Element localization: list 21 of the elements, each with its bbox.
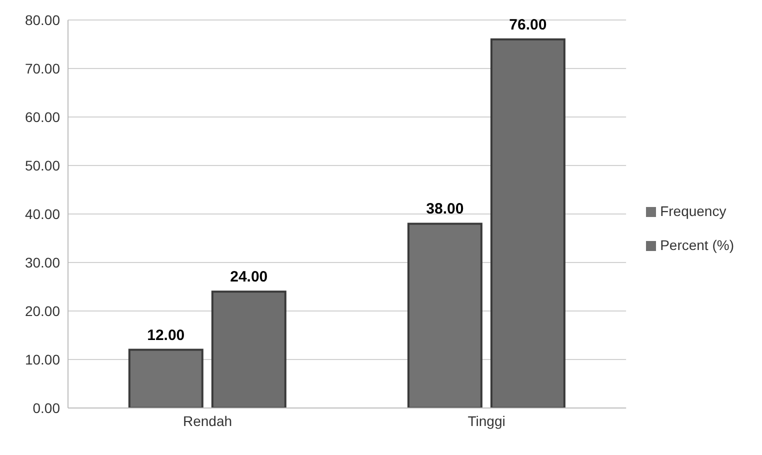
y-tick-label: 0.00 (32, 400, 60, 416)
data-label: 76.00 (509, 16, 547, 34)
y-tick-label: 70.00 (24, 60, 60, 76)
y-tick-label: 80.00 (24, 12, 60, 28)
y-tick-label: 50.00 (24, 157, 60, 174)
x-tick-label: Tinggi (468, 412, 506, 429)
data-label: 12.00 (147, 326, 185, 344)
y-tick-label: 40.00 (24, 206, 60, 222)
bar (128, 348, 204, 408)
data-label: 38.00 (426, 200, 464, 218)
legend-label: Percent (%) (660, 237, 734, 253)
y-tick-label: 20.00 (24, 302, 60, 319)
y-tick-label: 30.00 (24, 254, 60, 270)
x-tick-label: Rendah (182, 412, 232, 429)
legend-label: Frequency (660, 203, 726, 219)
y-tick-label: 60.00 (24, 108, 60, 125)
bar (407, 222, 482, 408)
bar (490, 38, 566, 408)
bar (211, 290, 286, 408)
y-tick-label: 10.00 (24, 351, 60, 368)
data-label: 24.00 (230, 268, 268, 286)
